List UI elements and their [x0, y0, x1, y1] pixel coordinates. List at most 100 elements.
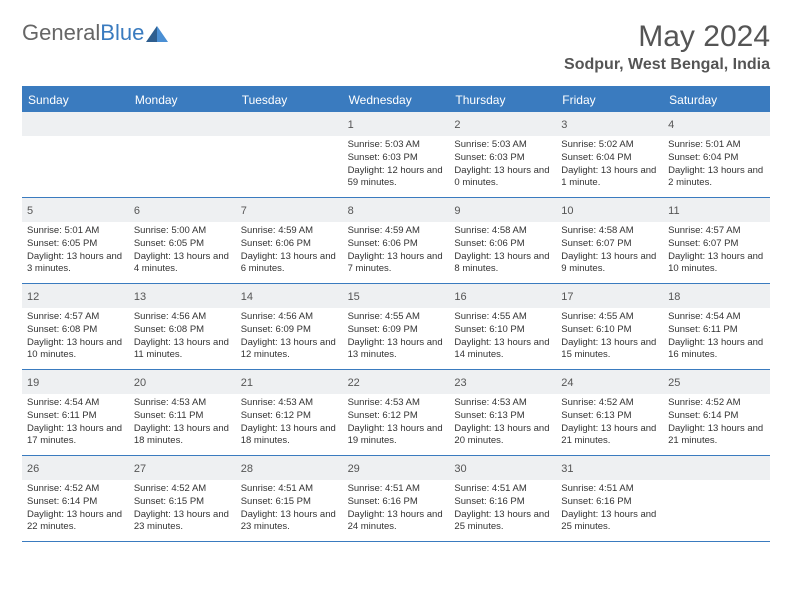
day-info: Sunrise: 4:51 AMSunset: 6:16 PMDaylight:…: [454, 483, 551, 534]
day-info: Sunrise: 4:54 AMSunset: 6:11 PMDaylight:…: [27, 397, 124, 448]
calendar-day: 18Sunrise: 4:54 AMSunset: 6:11 PMDayligh…: [663, 284, 770, 369]
day-info: Sunrise: 4:52 AMSunset: 6:14 PMDaylight:…: [668, 397, 765, 448]
day-number: 26: [27, 463, 39, 475]
day-info: Sunrise: 4:52 AMSunset: 6:13 PMDaylight:…: [561, 397, 658, 448]
calendar-day: 15 Sunrise: 4:55 AMSunset: 6:09 PMDayligh…: [343, 284, 450, 369]
calendar-day: 22 Sunrise: 4:53 AMSunset: 6:12 PMDayligh…: [343, 370, 450, 455]
weekday-header: Sunday: [22, 88, 129, 112]
day-number-row: 24: [556, 370, 663, 394]
day-info: Sunrise: 4:59 AMSunset: 6:06 PMDaylight:…: [241, 225, 338, 276]
day-number: 15: [348, 291, 360, 303]
logo-text-blue: Blue: [100, 20, 144, 45]
day-number-row: 6: [129, 198, 236, 222]
day-number: 22: [348, 377, 360, 389]
week-row: 12Sunrise: 4:57 AMSunset: 6:08 PMDayligh…: [22, 284, 770, 370]
day-number-row: 20: [129, 370, 236, 394]
weekday-header: Wednesday: [343, 88, 450, 112]
calendar-day: [22, 112, 129, 197]
day-number-row: 31: [556, 456, 663, 480]
day-number-row: 19: [22, 370, 129, 394]
day-info: Sunrise: 4:53 AMSunset: 6:13 PMDaylight:…: [454, 397, 551, 448]
day-number-row: [22, 112, 129, 136]
calendar-day: 10Sunrise: 4:58 AMSunset: 6:07 PMDayligh…: [556, 198, 663, 283]
week-row: 19 Sunrise: 4:54 AMSunset: 6:11 PMDayligh…: [22, 370, 770, 456]
day-number-row: 30: [449, 456, 556, 480]
calendar-day: 26Sunrise: 4:52 AMSunset: 6:14 PMDayligh…: [22, 456, 129, 541]
weekday-header: Monday: [129, 88, 236, 112]
day-info: Sunrise: 5:00 AMSunset: 6:05 PMDaylight:…: [134, 225, 231, 276]
day-number: 11: [668, 205, 679, 217]
day-number: 24: [561, 377, 573, 389]
day-info: Sunrise: 4:51 AMSunset: 6:16 PMDaylight:…: [348, 483, 445, 534]
calendar-day: 12Sunrise: 4:57 AMSunset: 6:08 PMDayligh…: [22, 284, 129, 369]
calendar-day: 17Sunrise: 4:55 AMSunset: 6:10 PMDayligh…: [556, 284, 663, 369]
day-number-row: [236, 112, 343, 136]
day-number: 23: [454, 377, 466, 389]
day-info: Sunrise: 4:54 AMSunset: 6:11 PMDaylight:…: [668, 311, 765, 362]
day-number: 5: [27, 205, 33, 217]
day-info: Sunrise: 5:03 AMSunset: 6:03 PMDaylight:…: [348, 139, 445, 190]
calendar-day: 29 Sunrise: 4:51 AMSunset: 6:16 PMDayligh…: [343, 456, 450, 541]
header: GeneralBlue May 2024 Sodpur, West Bengal…: [22, 20, 770, 74]
day-number: 4: [668, 119, 674, 131]
day-info: Sunrise: 4:58 AMSunset: 6:06 PMDaylight:…: [454, 225, 551, 276]
day-number-row: 11: [663, 198, 770, 222]
day-number: 2: [454, 119, 460, 131]
calendar-day: 30 Sunrise: 4:51 AMSunset: 6:16 PMDayligh…: [449, 456, 556, 541]
day-info: Sunrise: 4:55 AMSunset: 6:09 PMDaylight:…: [348, 311, 445, 362]
day-number-row: 1: [343, 112, 450, 136]
day-number-row: 5: [22, 198, 129, 222]
day-info: Sunrise: 5:02 AMSunset: 6:04 PMDaylight:…: [561, 139, 658, 190]
calendar-day: 25Sunrise: 4:52 AMSunset: 6:14 PMDayligh…: [663, 370, 770, 455]
day-number-row: 22: [343, 370, 450, 394]
day-number: 28: [241, 463, 253, 475]
day-number-row: 15: [343, 284, 450, 308]
day-info: Sunrise: 4:53 AMSunset: 6:12 PMDaylight:…: [348, 397, 445, 448]
calendar-day: [236, 112, 343, 197]
day-number-row: 3: [556, 112, 663, 136]
calendar: SundayMondayTuesdayWednesdayThursdayFrid…: [22, 86, 770, 542]
calendar-day: 6 Sunrise: 5:00 AMSunset: 6:05 PMDaylight…: [129, 198, 236, 283]
day-info: Sunrise: 4:51 AMSunset: 6:15 PMDaylight:…: [241, 483, 338, 534]
day-info: Sunrise: 5:01 AMSunset: 6:05 PMDaylight:…: [27, 225, 124, 276]
day-number: 21: [241, 377, 253, 389]
logo-text: GeneralBlue: [22, 20, 144, 46]
day-number-row: 16: [449, 284, 556, 308]
day-number: 20: [134, 377, 146, 389]
day-number-row: [663, 456, 770, 480]
calendar-day: [663, 456, 770, 541]
weekday-header: Saturday: [663, 88, 770, 112]
day-number: 8: [348, 205, 354, 217]
title-block: May 2024 Sodpur, West Bengal, India: [564, 20, 770, 74]
calendar-day: 23 Sunrise: 4:53 AMSunset: 6:13 PMDayligh…: [449, 370, 556, 455]
day-number-row: 8: [343, 198, 450, 222]
day-number-row: 21: [236, 370, 343, 394]
day-number: 29: [348, 463, 360, 475]
day-info: Sunrise: 5:03 AMSunset: 6:03 PMDaylight:…: [454, 139, 551, 190]
day-number: 14: [241, 291, 253, 303]
day-info: Sunrise: 4:51 AMSunset: 6:16 PMDaylight:…: [561, 483, 658, 534]
week-row: 5 Sunrise: 5:01 AMSunset: 6:05 PMDaylight…: [22, 198, 770, 284]
day-info: Sunrise: 4:59 AMSunset: 6:06 PMDaylight:…: [348, 225, 445, 276]
day-info: Sunrise: 4:57 AMSunset: 6:07 PMDaylight:…: [668, 225, 765, 276]
day-number: 12: [27, 291, 39, 303]
day-number: 16: [454, 291, 466, 303]
day-info: Sunrise: 4:55 AMSunset: 6:10 PMDaylight:…: [561, 311, 658, 362]
calendar-day: 27Sunrise: 4:52 AMSunset: 6:15 PMDayligh…: [129, 456, 236, 541]
calendar-day: 5 Sunrise: 5:01 AMSunset: 6:05 PMDaylight…: [22, 198, 129, 283]
weekday-row: SundayMondayTuesdayWednesdayThursdayFrid…: [22, 88, 770, 112]
month-title: May 2024: [564, 20, 770, 54]
day-info: Sunrise: 4:56 AMSunset: 6:09 PMDaylight:…: [241, 311, 338, 362]
day-number: 7: [241, 205, 247, 217]
calendar-day: 7 Sunrise: 4:59 AMSunset: 6:06 PMDaylight…: [236, 198, 343, 283]
day-number-row: 14: [236, 284, 343, 308]
day-info: Sunrise: 4:53 AMSunset: 6:12 PMDaylight:…: [241, 397, 338, 448]
day-number-row: 26: [22, 456, 129, 480]
calendar-day: [129, 112, 236, 197]
day-number-row: 10: [556, 198, 663, 222]
day-number: 31: [561, 463, 573, 475]
calendar-day: 19 Sunrise: 4:54 AMSunset: 6:11 PMDayligh…: [22, 370, 129, 455]
day-info: Sunrise: 4:53 AMSunset: 6:11 PMDaylight:…: [134, 397, 231, 448]
calendar-day: 13Sunrise: 4:56 AMSunset: 6:08 PMDayligh…: [129, 284, 236, 369]
calendar-day: 24 Sunrise: 4:52 AMSunset: 6:13 PMDayligh…: [556, 370, 663, 455]
